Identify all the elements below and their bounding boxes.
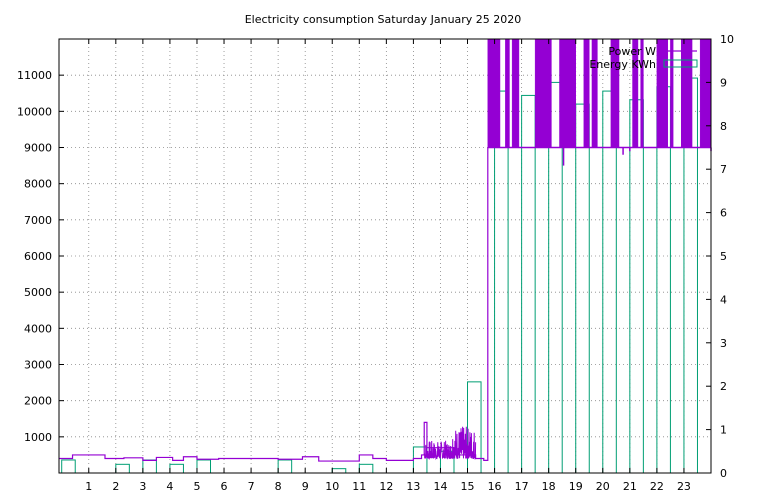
energy-bar bbox=[169, 463, 184, 474]
energy-bar bbox=[521, 94, 536, 474]
x-tick-label: 16 bbox=[488, 480, 502, 493]
x-tick-label: 22 bbox=[650, 480, 664, 493]
x-tick-label: 17 bbox=[515, 480, 529, 493]
power-block bbox=[487, 38, 501, 148]
y-right-tick-label: 4 bbox=[720, 293, 727, 306]
legend-power-label: Power W bbox=[608, 45, 656, 58]
axis-layer: 1 2 3 4 5 6 7 8 9 10 11 12 13 14 15 16 17 18 19 20 21 22 23100… bbox=[17, 33, 734, 493]
y-left-tick-label: 7000 bbox=[24, 214, 52, 227]
x-tick-label: 12 bbox=[379, 480, 393, 493]
y-left-tick-label: 10000 bbox=[17, 105, 52, 118]
power-block bbox=[559, 38, 576, 148]
x-tick-label: 9 bbox=[302, 480, 309, 493]
power-step-line bbox=[59, 147, 489, 462]
power-noise-line bbox=[450, 426, 477, 461]
power-block bbox=[534, 38, 552, 148]
x-tick-label: 18 bbox=[542, 480, 556, 493]
power-block bbox=[505, 38, 510, 148]
y-right-tick-label: 0 bbox=[720, 467, 727, 480]
chart-title: Electricity consumption Saturday January… bbox=[245, 13, 522, 26]
x-tick-label: 10 bbox=[325, 480, 339, 493]
x-tick-label: 1 bbox=[85, 480, 92, 493]
y-left-tick-label: 3000 bbox=[24, 359, 52, 372]
x-tick-label: 4 bbox=[166, 480, 173, 493]
y-right-tick-label: 2 bbox=[720, 380, 727, 393]
energy-series bbox=[61, 77, 698, 474]
y-right-tick-label: 7 bbox=[720, 163, 727, 176]
x-tick-label: 14 bbox=[433, 480, 447, 493]
energy-bar bbox=[277, 459, 293, 474]
power-block bbox=[680, 38, 693, 148]
energy-bar bbox=[331, 468, 347, 474]
energy-bar bbox=[602, 90, 617, 474]
power-block bbox=[511, 38, 520, 148]
x-tick-label: 15 bbox=[461, 480, 475, 493]
energy-bar bbox=[61, 459, 76, 474]
y-right-tick-label: 5 bbox=[720, 250, 727, 263]
x-tick-label: 8 bbox=[275, 480, 282, 493]
legend-energy-swatch bbox=[663, 59, 698, 68]
y-left-tick-label: 9000 bbox=[24, 142, 52, 155]
x-tick-label: 6 bbox=[221, 480, 228, 493]
y-right-tick-label: 8 bbox=[720, 120, 727, 133]
x-tick-label: 2 bbox=[112, 480, 119, 493]
energy-bar bbox=[412, 446, 428, 474]
x-tick-label: 7 bbox=[248, 480, 255, 493]
power-noise-line bbox=[423, 440, 452, 461]
y-left-tick-label: 2000 bbox=[24, 395, 52, 408]
y-left-tick-label: 1000 bbox=[24, 431, 52, 444]
energy-bar bbox=[629, 99, 644, 474]
power-block bbox=[591, 38, 598, 148]
energy-bar bbox=[575, 103, 590, 474]
energy-bar bbox=[358, 463, 374, 474]
y-left-tick-label: 6000 bbox=[24, 250, 52, 263]
power-series bbox=[59, 38, 712, 462]
legend-energy-label: Energy KWh bbox=[589, 58, 656, 71]
y-right-tick-label: 1 bbox=[720, 424, 727, 437]
legend: Power W Energy KWh bbox=[589, 45, 698, 71]
energy-bar bbox=[467, 381, 482, 474]
x-tick-label: 3 bbox=[139, 480, 146, 493]
x-tick-label: 5 bbox=[193, 480, 200, 493]
energy-bar bbox=[196, 459, 212, 474]
power-block bbox=[583, 38, 590, 148]
energy-bar bbox=[494, 90, 509, 474]
y-left-tick-label: 5000 bbox=[24, 286, 52, 299]
y-left-tick-label: 4000 bbox=[24, 322, 52, 335]
y-right-tick-label: 3 bbox=[720, 337, 727, 350]
x-tick-label: 21 bbox=[623, 480, 637, 493]
x-tick-label: 20 bbox=[596, 480, 610, 493]
y-left-tick-label: 11000 bbox=[17, 69, 52, 82]
y-right-tick-label: 10 bbox=[720, 33, 734, 46]
energy-bar bbox=[115, 463, 130, 474]
energy-bar bbox=[142, 459, 157, 474]
y-right-tick-label: 9 bbox=[720, 76, 727, 89]
x-tick-label: 23 bbox=[677, 480, 691, 493]
x-tick-label: 13 bbox=[406, 480, 420, 493]
power-block bbox=[656, 38, 668, 148]
x-tick-label: 11 bbox=[352, 480, 366, 493]
power-block bbox=[699, 38, 712, 148]
x-tick-label: 19 bbox=[569, 480, 583, 493]
y-left-tick-label: 8000 bbox=[24, 178, 52, 191]
y-right-tick-label: 6 bbox=[720, 207, 727, 220]
power-block bbox=[670, 38, 674, 148]
